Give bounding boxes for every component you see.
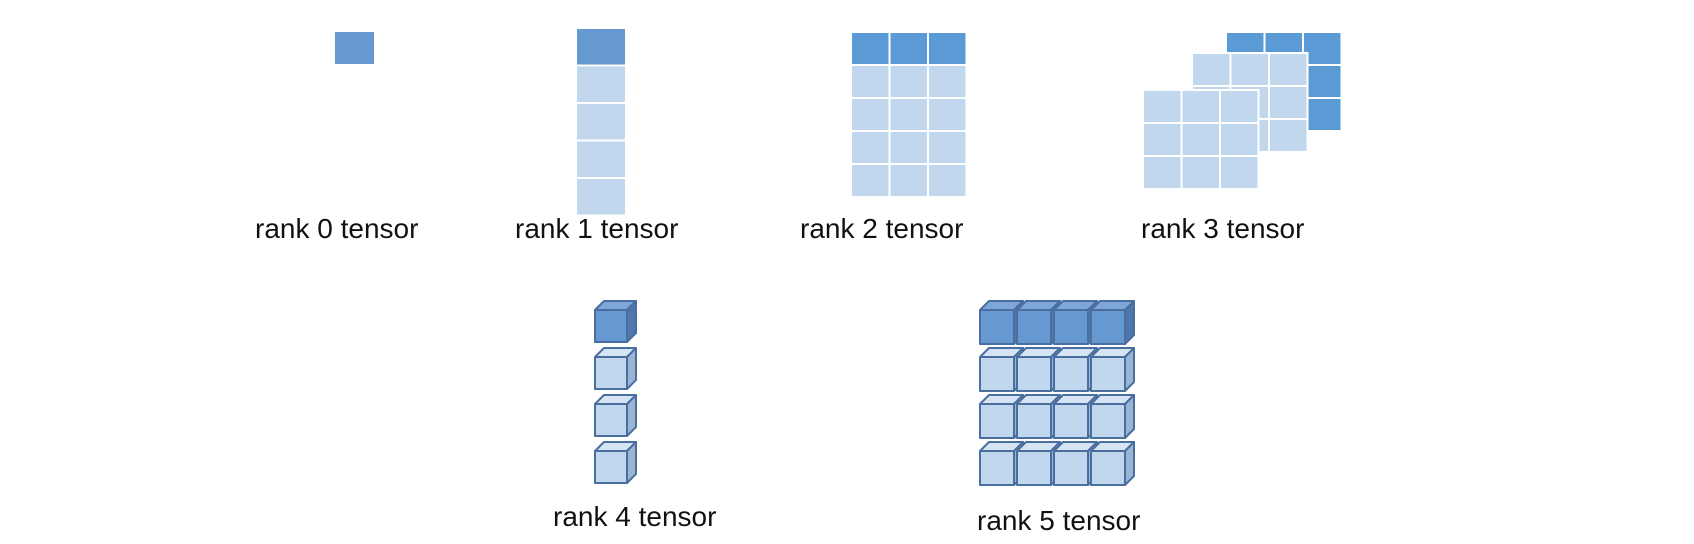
rank2-cell <box>888 97 929 132</box>
rank2-cell <box>888 163 929 198</box>
rank2-cell <box>927 64 968 99</box>
rank2-cell <box>927 130 968 165</box>
rank1-label: rank 1 tensor <box>515 213 678 244</box>
rank3-mid-cell <box>1229 52 1270 87</box>
rank3-mid-cell <box>1268 52 1309 87</box>
rank2-cell <box>850 130 891 165</box>
rank2-label: rank 2 tensor <box>800 213 963 244</box>
rank3-front-cell <box>1180 122 1221 157</box>
rank3-front-cell <box>1219 122 1260 157</box>
rank3-front-cell <box>1219 155 1260 190</box>
rank3-front-cell <box>1180 155 1221 190</box>
rank2-cell <box>888 130 929 165</box>
rank1-cell <box>575 139 627 179</box>
rank4-cube <box>594 347 637 390</box>
rank3-front-cell <box>1219 89 1260 124</box>
rank3-back-cell <box>1302 64 1343 99</box>
rank2-cell <box>850 97 891 132</box>
rank2-cell <box>888 31 929 66</box>
rank2-cell <box>927 163 968 198</box>
rank4-cube <box>594 394 637 437</box>
rank4-label: rank 4 tensor <box>553 501 716 532</box>
rank3-mid-cell <box>1268 85 1309 120</box>
rank4-cube <box>594 300 637 343</box>
rank1-cell <box>575 27 627 67</box>
rank2-cell <box>850 64 891 99</box>
rank1-cell <box>575 64 627 104</box>
rank2-shape <box>850 31 968 198</box>
rank2-cell <box>888 64 929 99</box>
rank5-cube <box>1090 394 1135 439</box>
rank2-cell <box>850 31 891 66</box>
rank0-label: rank 0 tensor <box>255 213 418 244</box>
rank0-shape <box>333 30 376 66</box>
rank5-shape <box>979 300 1135 486</box>
rank1-cell <box>575 177 627 217</box>
rank3-front-cell <box>1180 89 1221 124</box>
rank3-label: rank 3 tensor <box>1141 213 1304 244</box>
rank4-shape <box>594 300 637 484</box>
rank5-label: rank 5 tensor <box>977 505 1140 536</box>
rank3-front-cell <box>1142 89 1183 124</box>
rank5-cube <box>1090 347 1135 392</box>
rank3-back-cell <box>1302 31 1343 66</box>
rank3-mid-cell <box>1268 118 1309 153</box>
rank3-front-cell <box>1142 155 1183 190</box>
rank2-cell <box>927 97 968 132</box>
rank3-mid-cell <box>1191 52 1232 87</box>
rank3-shape <box>1142 31 1343 190</box>
rank3-back-cell <box>1302 97 1343 132</box>
rank3-front-cell <box>1142 122 1183 157</box>
rank2-cell <box>927 31 968 66</box>
rank2-cell <box>850 163 891 198</box>
rank1-shape <box>575 27 627 217</box>
rank5-cube <box>1090 441 1135 486</box>
rank1-cell <box>575 102 627 142</box>
rank5-cube <box>1090 300 1135 345</box>
rank0-cell <box>333 30 376 66</box>
rank4-cube <box>594 441 637 484</box>
